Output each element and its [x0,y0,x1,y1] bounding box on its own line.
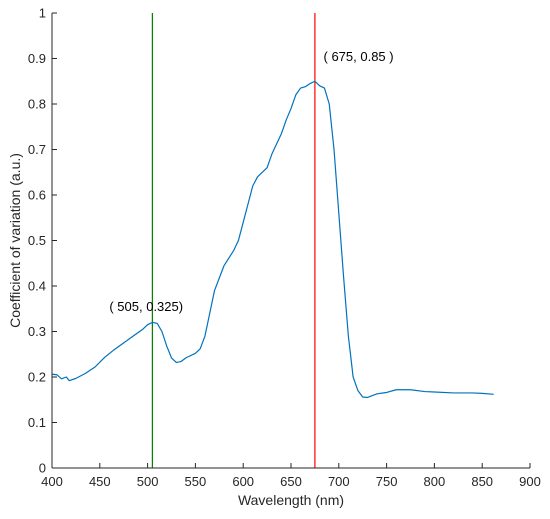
x-tick-label-550: 550 [185,474,207,489]
x-tick-label-850: 850 [471,474,493,489]
y-tick-label-0.6: 0.6 [28,188,46,203]
axes [51,13,530,469]
y-tick-label-0: 0 [39,461,46,476]
y-tick-label-0.7: 0.7 [28,142,46,157]
x-tick-label-450: 450 [89,474,111,489]
data-annotation-0: ( 505, 0.325) [109,299,183,314]
x-tick-label-600: 600 [232,474,254,489]
y-tick-label-0.2: 0.2 [28,370,46,385]
x-tick-label-700: 700 [328,474,350,489]
y-axis-title: Coefficient of variation (a.u.) [7,153,23,328]
y-tick-label-0.8: 0.8 [28,97,46,112]
y-tick-label-0.9: 0.9 [28,51,46,66]
x-tick-label-650: 650 [280,474,302,489]
x-tick-label-900: 900 [519,474,541,489]
plot-area: ( 505, 0.325) ( 675, 0.85 ) [51,13,494,468]
x-tick-label-750: 750 [376,474,398,489]
tick-labels: 400 450 500 550 600 650 700 750 800 850 900 0 0.1 0.2… [28,6,541,490]
axis-ticks [51,12,531,469]
x-tick-label-500: 500 [137,474,159,489]
y-tick-label-0.4: 0.4 [28,279,46,294]
data-annotation-1: ( 675, 0.85 ) [324,49,394,64]
series-line-0 [51,80,494,399]
x-axis-title: Wavelength (nm) [238,492,344,508]
x-tick-label-400: 400 [41,474,63,489]
y-tick-label-0.5: 0.5 [28,233,46,248]
y-tick-label-0.1: 0.1 [28,415,46,430]
x-tick-label-800: 800 [424,474,446,489]
y-tick-label-1: 1 [39,6,46,21]
y-tick-label-0.3: 0.3 [28,324,46,339]
